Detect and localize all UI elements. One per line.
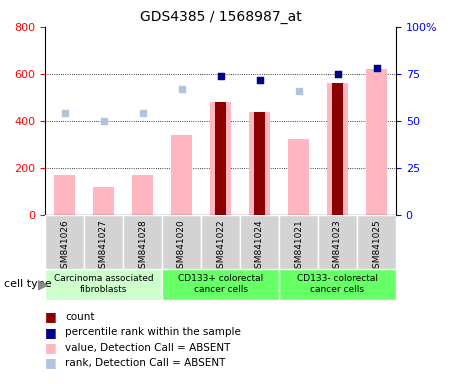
Bar xyxy=(162,269,279,300)
Point xyxy=(373,65,380,71)
Text: ■: ■ xyxy=(45,341,57,354)
Bar xyxy=(201,215,240,269)
Text: rank, Detection Call = ABSENT: rank, Detection Call = ABSENT xyxy=(65,358,225,368)
Point xyxy=(256,76,263,83)
Bar xyxy=(162,215,201,269)
Text: GSM841023: GSM841023 xyxy=(333,219,342,274)
Text: count: count xyxy=(65,312,95,322)
Text: GSM841020: GSM841020 xyxy=(177,219,186,274)
Text: CD133+ colorectal
cancer cells: CD133+ colorectal cancer cells xyxy=(178,275,263,294)
Point xyxy=(217,73,224,79)
Bar xyxy=(123,215,162,269)
Bar xyxy=(279,215,318,269)
Point xyxy=(100,118,107,124)
Point xyxy=(217,73,224,79)
Point xyxy=(139,110,146,116)
Text: ■: ■ xyxy=(45,310,57,323)
Bar xyxy=(332,83,343,215)
Point xyxy=(256,76,263,83)
Bar xyxy=(357,215,396,269)
Text: cell type: cell type xyxy=(4,279,52,289)
Bar xyxy=(215,102,226,215)
Bar xyxy=(366,69,387,215)
Bar xyxy=(279,269,396,300)
Text: GSM841021: GSM841021 xyxy=(294,219,303,274)
Bar xyxy=(249,112,270,215)
Bar xyxy=(210,102,231,215)
Text: Carcinoma associated
fibroblasts: Carcinoma associated fibroblasts xyxy=(54,275,153,294)
Bar xyxy=(240,215,279,269)
Text: GSM841022: GSM841022 xyxy=(216,219,225,274)
Point xyxy=(295,88,302,94)
Text: GSM841028: GSM841028 xyxy=(138,219,147,274)
Bar xyxy=(132,175,153,215)
Bar xyxy=(254,112,265,215)
Text: ■: ■ xyxy=(45,326,57,339)
Point xyxy=(373,65,380,71)
Text: GSM841025: GSM841025 xyxy=(372,219,381,274)
Text: GSM841027: GSM841027 xyxy=(99,219,108,274)
Bar xyxy=(318,215,357,269)
Bar xyxy=(327,83,348,215)
Text: CD133- colorectal
cancer cells: CD133- colorectal cancer cells xyxy=(297,275,378,294)
Text: percentile rank within the sample: percentile rank within the sample xyxy=(65,327,241,337)
Bar xyxy=(54,175,75,215)
Text: ▶: ▶ xyxy=(38,277,49,291)
Text: value, Detection Call = ABSENT: value, Detection Call = ABSENT xyxy=(65,343,230,353)
Bar xyxy=(84,215,123,269)
Bar xyxy=(45,215,84,269)
Bar xyxy=(45,269,162,300)
Text: ■: ■ xyxy=(45,356,57,369)
Point xyxy=(334,71,341,77)
Bar xyxy=(288,139,309,215)
Text: GSM841024: GSM841024 xyxy=(255,219,264,274)
Title: GDS4385 / 1568987_at: GDS4385 / 1568987_at xyxy=(140,10,302,25)
Bar xyxy=(171,135,192,215)
Point xyxy=(334,71,341,77)
Bar xyxy=(93,187,114,215)
Text: GSM841026: GSM841026 xyxy=(60,219,69,274)
Point xyxy=(178,86,185,92)
Point xyxy=(61,110,68,116)
